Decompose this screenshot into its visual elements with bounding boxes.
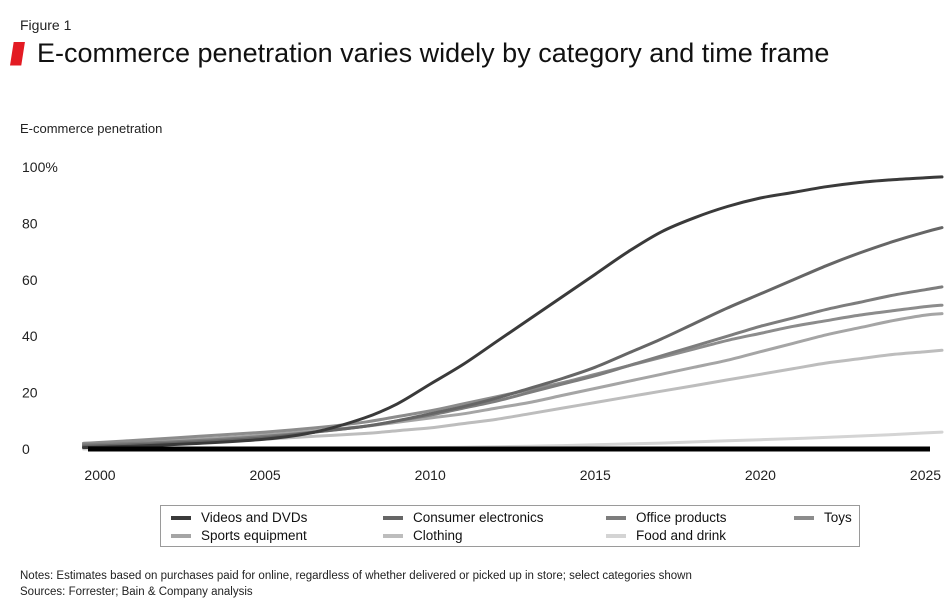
- series-line-toys: [82, 303, 944, 445]
- x-tick-label: 2005: [250, 467, 281, 483]
- series-line-clothing: [82, 348, 944, 448]
- legend-swatch: [171, 533, 191, 538]
- legend-label: Food and drink: [636, 528, 727, 543]
- y-tick-label: 20: [22, 385, 38, 401]
- legend-label: Clothing: [413, 528, 463, 543]
- legend-swatch: [794, 515, 814, 520]
- legend-item: Food and drink: [606, 528, 726, 543]
- legend-item: Toys: [794, 510, 852, 525]
- y-tick-label: 40: [22, 328, 38, 344]
- x-tick-label: 2000: [84, 467, 115, 483]
- legend-item: Videos and DVDs: [171, 510, 307, 525]
- y-tick-label: 60: [22, 272, 38, 288]
- legend-item: Office products: [606, 510, 727, 525]
- figure-label: Figure 1: [20, 17, 72, 33]
- x-tick-label: 2015: [580, 467, 611, 483]
- title-accent-icon: [10, 41, 25, 66]
- legend-item: Sports equipment: [171, 528, 307, 543]
- notes: Notes: Estimates based on purchases paid…: [20, 568, 692, 600]
- series-line-videos-and-dvds: [82, 175, 944, 450]
- title-row: E-commerce penetration varies widely by …: [10, 38, 829, 69]
- chart-title: E-commerce penetration varies widely by …: [37, 38, 830, 68]
- line-chart: 0 20 40 60 80 100% 2000 2005 2010 2015 2020 2025: [22, 159, 944, 483]
- legend-swatch: [606, 533, 626, 538]
- y-tick-label: 0: [22, 441, 30, 457]
- legend-label: Sports equipment: [201, 528, 307, 543]
- legend-swatch: [383, 533, 403, 538]
- legend: Videos and DVDs Consumer electronics Offic…: [160, 505, 860, 547]
- legend-item: Consumer electronics: [383, 510, 544, 525]
- legend-label: Office products: [636, 510, 727, 525]
- legend-label: Videos and DVDs: [201, 510, 308, 525]
- legend-swatch: [606, 515, 626, 520]
- y-axis-label: E-commerce penetration: [20, 121, 163, 136]
- y-tick-label: 100%: [22, 159, 58, 175]
- legend-label: Toys: [824, 510, 852, 525]
- x-tick-label: 2020: [745, 467, 776, 483]
- legend-item: Clothing: [383, 528, 463, 543]
- x-tick-label: 2025: [910, 467, 941, 483]
- series-line-sports-equipment: [82, 312, 944, 445]
- y-tick-label: 80: [22, 215, 38, 231]
- legend-swatch: [171, 515, 191, 520]
- sources-text: Sources: Forrester; Bain & Company analy…: [20, 586, 253, 598]
- legend-label: Consumer electronics: [413, 510, 544, 525]
- legend-swatch: [383, 515, 403, 520]
- notes-text: Notes: Estimates based on purchases paid…: [20, 570, 692, 582]
- x-tick-label: 2010: [415, 467, 446, 483]
